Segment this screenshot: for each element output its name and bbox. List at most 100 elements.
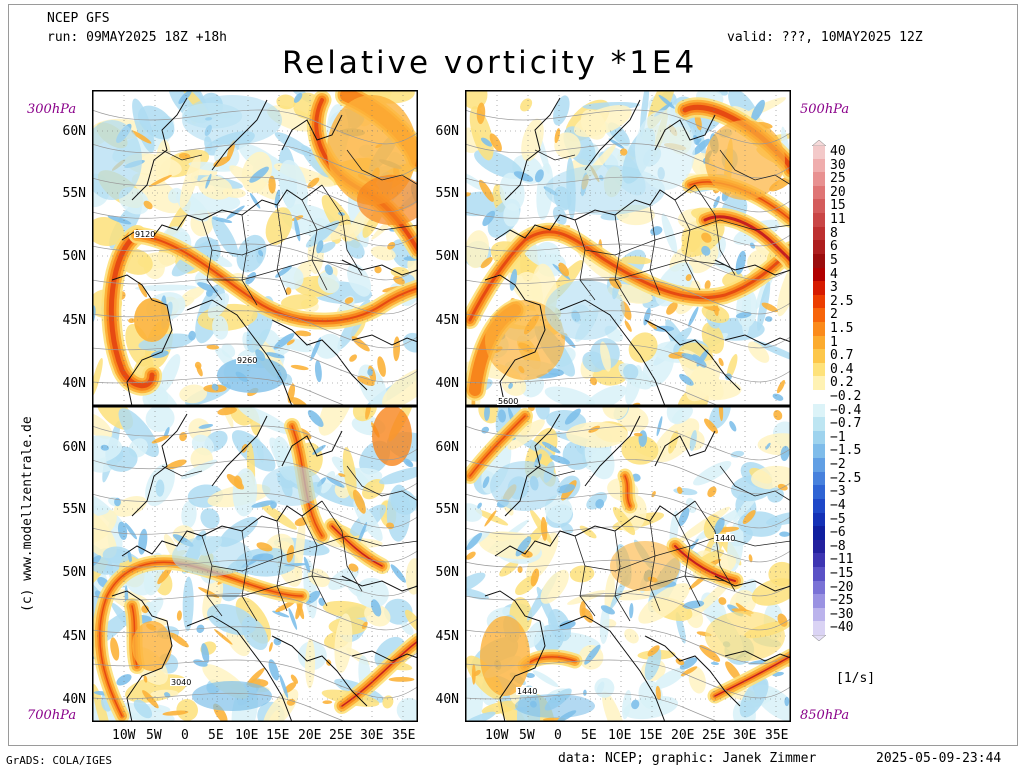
left-lon-label: 0	[181, 728, 189, 743]
colorbar-tick-label: −5	[830, 511, 846, 527]
level-label-500: 500hPa	[800, 102, 850, 117]
top-right-lat-label: 60N	[435, 124, 459, 139]
colorbar-segment	[813, 539, 825, 554]
colorbar-segment	[813, 526, 825, 541]
level-label-300: 300hPa	[27, 102, 77, 117]
contour-label: 9260	[237, 356, 257, 365]
colorbar-segment	[813, 267, 825, 282]
colorbar-tick-label: −20	[830, 579, 854, 595]
colorbar-segment	[813, 145, 825, 160]
right-lon-label: 25E	[702, 728, 726, 743]
colorbar-segment	[813, 335, 825, 350]
top-left-lat-label: 60N	[62, 124, 86, 139]
colorbar-segment	[813, 471, 825, 486]
colorbar-segment	[813, 580, 825, 595]
colorbar-tick-label: 20	[830, 184, 846, 200]
colorbar-tick-label: 0.2	[830, 375, 854, 391]
bottom-right-lat-label: 50N	[435, 565, 459, 580]
top-left-lat-label: 55N	[62, 186, 86, 201]
colorbar-tick-label: 1.5	[830, 320, 854, 336]
run-info: run: 09MAY2025 18Z +18h	[47, 30, 228, 45]
colorbar-top-arrow	[812, 140, 826, 146]
colorbar-segment	[813, 308, 825, 323]
colorbar-segment	[813, 362, 825, 377]
colorbar-tick-label: 30	[830, 157, 846, 173]
colorbar-segment	[813, 213, 825, 228]
map-title: Relative vorticity *1E4	[282, 45, 698, 81]
right-lon-label: 10W	[485, 728, 509, 743]
colorbar-tick-label: −15	[830, 565, 854, 581]
bottom-right-lat-label: 60N	[435, 440, 459, 455]
colorbar-tick-label: 0.7	[830, 348, 854, 364]
bottom-right-lat-label: 45N	[435, 629, 459, 644]
panel-850hpa: 1440 1440	[465, 406, 791, 722]
colorbar-tick-label: 15	[830, 198, 846, 214]
level-label-850: 850hPa	[800, 708, 850, 723]
left-lon-label: 10W	[112, 728, 136, 743]
top-left-lat-label: 40N	[62, 376, 86, 391]
colorbar-tick-label: −0.7	[830, 416, 862, 432]
bottom-left-lat-label: 60N	[62, 440, 86, 455]
colorbar-tick-label: 0.4	[830, 361, 854, 377]
colorbar-tick-label: −0.2	[830, 389, 862, 404]
colorbar-tick-label: 5	[830, 252, 838, 268]
panel-500hpa: 5600	[465, 90, 791, 406]
colorbar-tick-label: 25	[830, 171, 846, 187]
colorbar-unit: [1/s]	[836, 671, 876, 686]
bottom-right-lat-label: 55N	[435, 502, 459, 517]
colorbar-tick-label: −11	[830, 552, 854, 568]
colorbar-segment	[813, 240, 825, 255]
colorbar-segment	[813, 498, 825, 513]
top-right-lat-label: 40N	[435, 376, 459, 391]
right-lon-label: 0	[554, 728, 562, 743]
colorbar-segment	[813, 158, 825, 173]
left-lon-label: 10E	[235, 728, 259, 743]
colorbar-tick-label: 3	[830, 280, 838, 296]
contour-label: 9120	[135, 230, 155, 239]
colorbar-segment	[813, 553, 825, 568]
colorbar-segment	[813, 390, 825, 405]
colorbar-segment	[813, 458, 825, 473]
bottom-left-lat-label: 55N	[62, 502, 86, 517]
contour-label: 3040	[171, 678, 191, 687]
colorbar-tick-label: −3	[830, 484, 846, 500]
colorbar-segment	[813, 253, 825, 268]
left-lon-label: 15E	[266, 728, 290, 743]
figure-frame	[8, 4, 1018, 746]
colorbar-tick-label: 2.5	[830, 293, 854, 309]
colorbar	[813, 145, 825, 636]
colorbar-segment	[813, 444, 825, 459]
colorbar-segment	[813, 226, 825, 241]
colorbar-tick-label: 4	[830, 266, 838, 282]
colorbar-segment	[813, 172, 825, 187]
footer-left: GrADS: COLA/IGES	[6, 754, 112, 767]
colorbar-segment	[813, 349, 825, 364]
right-lon-label: 35E	[765, 728, 789, 743]
colorbar-segment	[813, 594, 825, 609]
bottom-left-lat-label: 50N	[62, 565, 86, 580]
footer-right: 2025-05-09-23:44	[876, 751, 1002, 766]
bottom-left-lat-label: 40N	[62, 692, 86, 707]
colorbar-segment	[813, 566, 825, 582]
colorbar-bottom-arrow	[812, 635, 826, 641]
valid-time: valid: ???, 10MAY2025 12Z	[727, 30, 923, 45]
colorbar-tick-label: −40	[830, 620, 854, 636]
bottom-right-lat-label: 40N	[435, 692, 459, 707]
colorbar-segment	[813, 417, 825, 432]
colorbar-tick-label: −8	[830, 538, 846, 554]
bottom-left-lat-label: 45N	[62, 629, 86, 644]
left-lon-label: 35E	[392, 728, 416, 743]
contour-label: 1440	[517, 687, 537, 696]
colorbar-segment	[813, 321, 825, 337]
top-right-lat-label: 45N	[435, 313, 459, 328]
right-lon-label: 30E	[733, 728, 757, 743]
colorbar-segment	[813, 185, 825, 200]
colorbar-segment	[813, 376, 825, 391]
colorbar-segment	[813, 281, 825, 296]
colorbar-segment	[813, 607, 825, 622]
colorbar-segment	[813, 403, 825, 418]
colorbar-tick-label: −4	[830, 497, 846, 513]
colorbar-tick-label: −1	[830, 429, 846, 445]
colorbar-tick-label: 1	[830, 334, 838, 350]
copyright-text: (c) www.modellzentrale.de	[20, 416, 35, 612]
